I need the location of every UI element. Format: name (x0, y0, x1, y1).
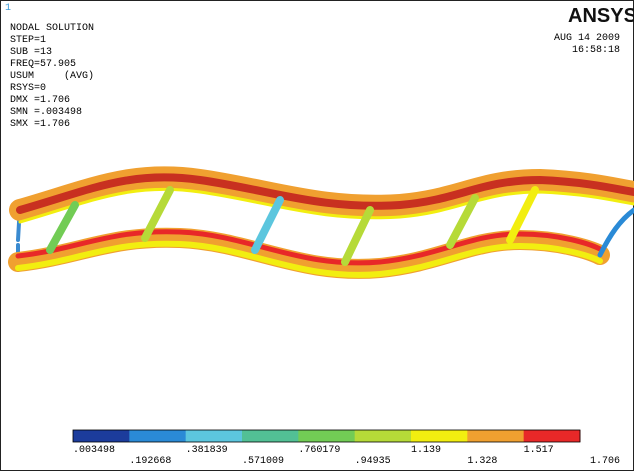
legend-label: .571009 (242, 456, 284, 467)
legend-swatch (467, 430, 524, 442)
legend-label: .94935 (355, 456, 391, 467)
ansys-window: 1 ANSYS AUG 14 2009 16:58:18 NODAL SOLUT… (0, 0, 634, 471)
info-line: SMN =.003498 (10, 107, 82, 118)
legend-swatch (242, 430, 299, 442)
window-number: 1 (5, 3, 11, 14)
legend-swatch (298, 430, 355, 442)
info-line: FREQ=57.905 (10, 59, 76, 70)
legend-label: .381839 (186, 445, 228, 456)
info-line: USUM (AVG) (10, 70, 94, 82)
legend-label: 1.328 (467, 456, 497, 467)
legend-label: 1.706 (590, 456, 620, 467)
legend-label: 1.517 (524, 445, 554, 456)
info-line: SUB =13 (10, 47, 52, 58)
legend-swatch (411, 430, 468, 442)
info-line: SMX =1.706 (10, 119, 70, 130)
legend-swatch (355, 430, 412, 442)
legend-swatch (73, 430, 130, 442)
info-line: DMX =1.706 (10, 95, 70, 106)
legend-swatch (186, 430, 243, 442)
legend-label: 1.139 (411, 445, 441, 456)
time: 16:58:18 (572, 45, 620, 56)
info-line: NODAL SOLUTION (10, 23, 94, 34)
legend-swatch (129, 430, 186, 442)
logo: ANSYS (568, 5, 634, 27)
legend-swatch (524, 430, 581, 442)
info-line: STEP=1 (10, 35, 46, 46)
legend-label: .003498 (73, 445, 115, 456)
info-line: RSYS=0 (10, 83, 46, 94)
date: AUG 14 2009 (554, 33, 620, 44)
legend-label: .760179 (298, 445, 340, 456)
legend-label: .192668 (129, 456, 171, 467)
